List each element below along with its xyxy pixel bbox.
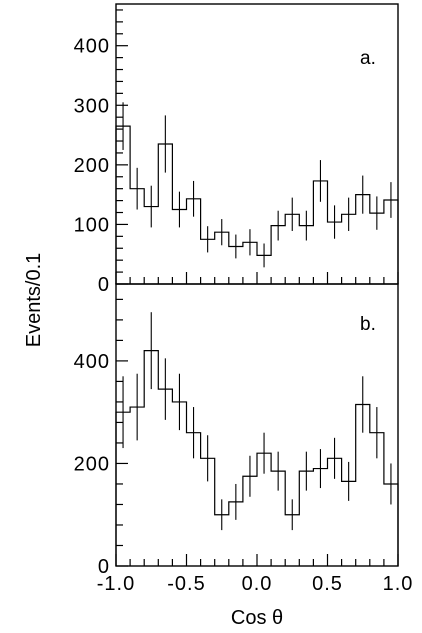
panel-a-y-tick-label: 400 — [74, 36, 110, 58]
panel-a-y-tick-label: 300 — [74, 95, 110, 117]
panel-b: 0 200 400 — [74, 298, 399, 578]
x-tick-label: -0.5 — [167, 573, 205, 595]
panel-b-histogram-outline — [115, 350, 399, 566]
panel-b-label: b. — [360, 314, 376, 335]
x-tick-label: -1.0 — [97, 573, 135, 595]
panel-a: 0 100 200 300 400 — [74, 9, 399, 296]
panel-a-y-tick-label: 200 — [74, 155, 110, 177]
x-tick-label: 0.0 — [242, 573, 273, 595]
panel-b-y-tick-label: 400 — [74, 351, 110, 373]
x-tick-labels: -1.0 -0.5 0.0 0.5 1.0 — [97, 573, 414, 595]
x-tick-label: 1.0 — [383, 573, 414, 595]
panel-b-y-tick-label: 200 — [74, 453, 110, 475]
panel-a-label: a. — [360, 48, 376, 69]
panel-b-y-tick-label: 0 — [98, 556, 110, 578]
panel-a-y-tick-label: 0 — [98, 274, 110, 296]
x-axis-title: Cos θ — [231, 607, 283, 629]
panel-a-histogram-outline — [115, 125, 399, 284]
x-tick-label: 0.5 — [312, 573, 343, 595]
panel-a-y-tick-label: 100 — [74, 214, 110, 236]
y-axis-title: Events/0.1 — [23, 253, 45, 348]
